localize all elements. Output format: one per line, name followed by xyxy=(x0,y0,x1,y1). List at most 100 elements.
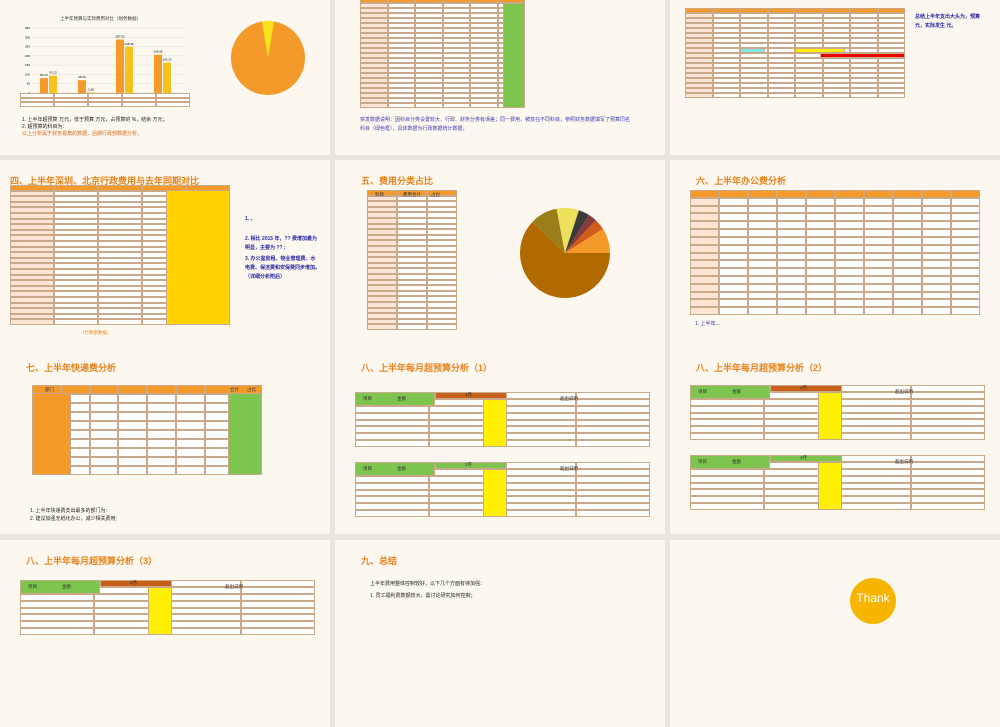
table-cell xyxy=(719,237,748,245)
table-cell xyxy=(806,229,835,237)
y-tick-label: 350 xyxy=(25,26,30,30)
bar xyxy=(154,55,162,93)
table-cell xyxy=(922,221,951,229)
table-cell xyxy=(690,260,719,268)
table-header: 金额 xyxy=(397,466,406,472)
table-cell xyxy=(951,229,980,237)
table-cell xyxy=(20,608,94,615)
table-cell xyxy=(951,276,980,284)
table-cell xyxy=(748,260,777,268)
table-cell xyxy=(576,496,650,503)
table-cell xyxy=(719,299,748,307)
table-cell xyxy=(777,229,806,237)
table-cell xyxy=(748,268,777,276)
table-cell xyxy=(176,448,205,457)
table-cell xyxy=(118,430,147,439)
table-cell xyxy=(719,213,748,221)
table-cell xyxy=(503,433,577,440)
table-cell xyxy=(893,213,922,221)
table-cell xyxy=(118,403,147,412)
table-header: 项目 xyxy=(698,459,707,465)
table-cell xyxy=(864,307,893,315)
table-cell xyxy=(893,198,922,206)
table-cell xyxy=(355,433,429,440)
table-cell xyxy=(835,299,864,307)
table-cell xyxy=(806,190,835,198)
table-cell xyxy=(355,413,429,420)
table-cell xyxy=(922,284,951,292)
table-cell xyxy=(748,307,777,315)
table-header: 项目 xyxy=(28,584,37,590)
table-cell xyxy=(777,221,806,229)
table-cell xyxy=(176,430,205,439)
table-cell xyxy=(864,253,893,261)
table-cell xyxy=(893,206,922,214)
table-cell xyxy=(911,392,985,399)
slide: 四、上半年深圳、北京行政费用与去年同期对比（行政部数据）1. 、2. 相比 20… xyxy=(0,160,330,347)
table-cell xyxy=(838,469,912,476)
table-cell xyxy=(911,413,985,420)
table-cell xyxy=(893,299,922,307)
table-cell xyxy=(835,245,864,253)
table-header: 超出说明 xyxy=(895,459,913,465)
slide-title: 八、上半年每月超预算分析（3） xyxy=(26,554,157,567)
table-cell xyxy=(835,221,864,229)
table-cell xyxy=(503,420,577,427)
table-cell xyxy=(415,103,443,108)
slide-grid: 上半年预算与实际费用对比（财务数据）0501001502002503003508… xyxy=(0,0,1000,600)
table-cell xyxy=(576,440,650,447)
table-cell xyxy=(719,284,748,292)
table-cell xyxy=(690,476,764,483)
table-cell xyxy=(503,406,577,413)
table-cell xyxy=(719,221,748,229)
table-cell xyxy=(806,276,835,284)
table-cell xyxy=(355,510,429,517)
table-cell xyxy=(147,385,176,394)
table-cell xyxy=(168,614,242,621)
table-cell xyxy=(864,292,893,300)
table-cell xyxy=(777,198,806,206)
table-cell xyxy=(690,268,719,276)
table-cell xyxy=(176,385,205,394)
table-cell xyxy=(690,483,764,490)
table-cell xyxy=(503,483,577,490)
table-cell xyxy=(576,503,650,510)
table-cell xyxy=(777,237,806,245)
table-cell xyxy=(118,448,147,457)
table-cell xyxy=(690,489,764,496)
month-label: 3月 xyxy=(800,385,807,391)
table-cell xyxy=(850,93,878,98)
table-cell xyxy=(90,430,119,439)
table-cell xyxy=(951,213,980,221)
bar-label: 287.93 xyxy=(115,35,125,39)
table-cell xyxy=(823,93,851,98)
table-cell xyxy=(176,412,205,421)
table-cell xyxy=(54,319,98,325)
table-cell xyxy=(719,190,748,198)
table-cell xyxy=(951,268,980,276)
table-cell xyxy=(951,307,980,315)
table-cell xyxy=(777,253,806,261)
over-column xyxy=(483,399,507,447)
table-cell xyxy=(168,608,242,615)
table-cell xyxy=(806,292,835,300)
table-cell xyxy=(355,476,429,483)
table-cell xyxy=(806,245,835,253)
table-cell xyxy=(690,307,719,315)
table-cell xyxy=(893,190,922,198)
table-cell xyxy=(835,253,864,261)
slide: Thank xyxy=(670,540,1000,727)
table-cell xyxy=(719,245,748,253)
table-cell xyxy=(922,253,951,261)
table-cell xyxy=(355,426,429,433)
table-cell xyxy=(118,412,147,421)
chart-title: 上半年预算与实际费用对比（财务数据） xyxy=(60,16,141,22)
over-column xyxy=(483,469,507,517)
bar xyxy=(40,78,48,93)
note: 1. 上半年... xyxy=(695,320,720,329)
table-cell xyxy=(719,276,748,284)
slide-title: 八、上半年每月超预算分析（1） xyxy=(361,361,492,374)
table-cell xyxy=(864,206,893,214)
table-cell xyxy=(690,433,764,440)
table-cell xyxy=(893,229,922,237)
